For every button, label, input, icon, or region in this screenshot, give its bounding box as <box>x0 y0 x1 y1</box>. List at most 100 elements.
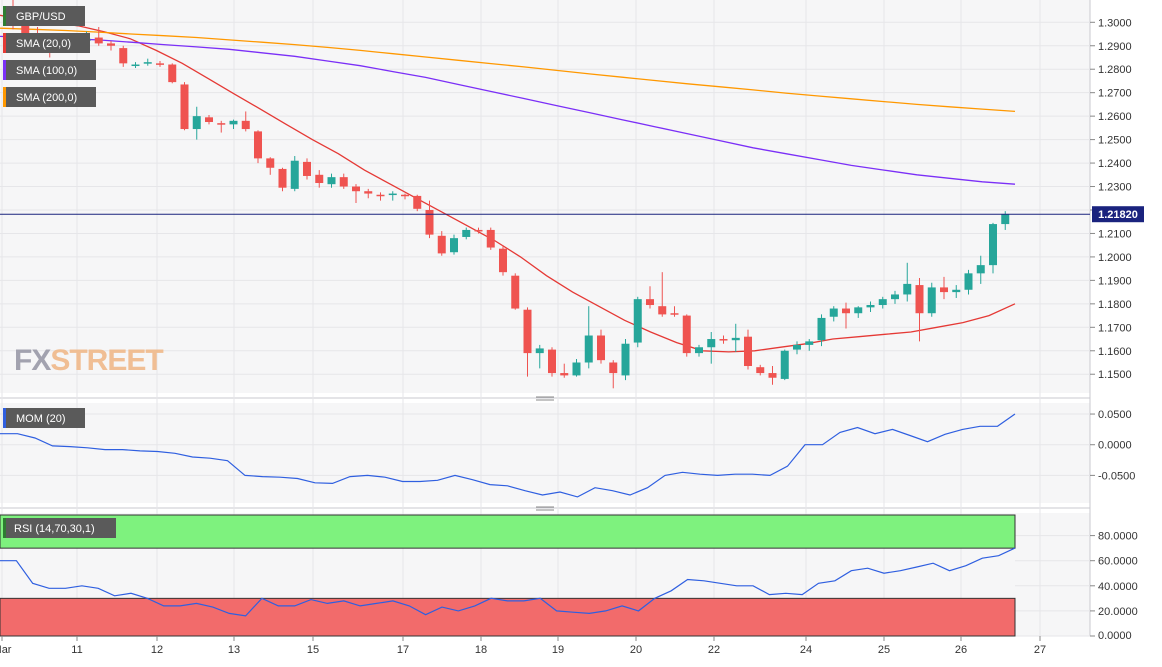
candle[interactable] <box>670 306 679 317</box>
candle[interactable] <box>156 61 164 67</box>
legend-sma100[interactable]: SMA (100,0) <box>3 60 96 80</box>
price-tick-label: 1.2500 <box>1098 135 1132 147</box>
candle[interactable] <box>548 347 556 377</box>
candle[interactable] <box>768 366 777 385</box>
legend-symbol[interactable]: GBP/USD <box>3 6 85 26</box>
candle-body <box>180 84 189 130</box>
candle-body <box>744 336 752 367</box>
candle[interactable] <box>352 184 360 203</box>
candle[interactable] <box>266 157 275 175</box>
candle-body <box>854 307 863 314</box>
candle[interactable] <box>119 45 128 67</box>
candle[interactable] <box>731 323 740 352</box>
candle[interactable] <box>756 364 765 376</box>
candle[interactable] <box>303 158 311 180</box>
candle[interactable] <box>450 234 458 255</box>
candle[interactable] <box>646 286 654 309</box>
candle[interactable] <box>229 119 238 130</box>
candle[interactable] <box>131 62 140 69</box>
candle[interactable] <box>290 156 299 192</box>
candle[interactable] <box>180 82 189 131</box>
candle[interactable] <box>486 227 495 250</box>
candle-body <box>670 313 679 315</box>
candle[interactable] <box>854 306 863 318</box>
candle-body <box>572 362 581 376</box>
candle[interactable] <box>254 130 262 164</box>
candle[interactable] <box>572 358 581 377</box>
candle[interactable] <box>205 114 213 125</box>
candle[interactable] <box>523 307 532 377</box>
candle[interactable] <box>940 276 948 300</box>
candle[interactable] <box>903 262 912 302</box>
candle[interactable] <box>499 245 507 276</box>
panel-resize-handle[interactable] <box>536 396 554 401</box>
candle[interactable] <box>327 173 336 188</box>
candle[interactable] <box>401 193 409 200</box>
candle[interactable] <box>817 314 826 347</box>
legend-sma200[interactable]: SMA (200,0) <box>3 87 96 107</box>
candle-body <box>425 209 434 235</box>
candle[interactable] <box>695 344 703 357</box>
candle[interactable] <box>719 335 728 344</box>
candle[interactable] <box>462 227 471 240</box>
candle[interactable] <box>192 106 201 140</box>
candle[interactable] <box>682 314 691 357</box>
candle[interactable] <box>609 360 618 389</box>
candle[interactable] <box>241 111 250 132</box>
candle-body <box>511 275 520 309</box>
candle[interactable] <box>376 192 385 201</box>
candle[interactable] <box>425 200 434 239</box>
candle[interactable] <box>413 194 422 212</box>
candle[interactable] <box>952 285 961 298</box>
candle[interactable] <box>989 222 997 274</box>
legend-sma20[interactable]: SMA (20,0) <box>3 33 90 53</box>
candle[interactable] <box>474 227 483 234</box>
candle[interactable] <box>842 302 850 329</box>
candle[interactable] <box>964 269 973 295</box>
legend-sma100-label: SMA (100,0) <box>16 65 77 77</box>
candle[interactable] <box>927 282 936 317</box>
x-tick-label: 15 <box>307 644 319 656</box>
candle[interactable] <box>633 296 642 348</box>
candle[interactable] <box>584 306 593 369</box>
candle[interactable] <box>168 63 177 84</box>
candle[interactable] <box>94 26 103 46</box>
legend-rsi[interactable]: RSI (14,70,30,1) <box>3 518 116 538</box>
candle[interactable] <box>535 344 544 369</box>
candle-body <box>952 289 961 293</box>
candle[interactable] <box>437 231 446 256</box>
candle[interactable] <box>597 329 605 364</box>
candle[interactable] <box>805 339 814 351</box>
candle[interactable] <box>915 278 924 342</box>
candle[interactable] <box>217 120 226 133</box>
candle[interactable] <box>878 296 887 309</box>
candle[interactable] <box>278 167 287 192</box>
candle-body <box>499 248 507 273</box>
panel-resize-handle[interactable] <box>536 506 554 511</box>
candle[interactable] <box>658 272 667 317</box>
candle[interactable] <box>315 170 324 188</box>
candle[interactable] <box>744 329 752 370</box>
candle[interactable] <box>621 339 630 381</box>
mom-panel[interactable] <box>0 403 1090 503</box>
candle[interactable] <box>866 301 875 313</box>
candle[interactable] <box>364 188 373 199</box>
candle[interactable] <box>976 255 985 284</box>
candle-body <box>388 193 397 196</box>
candle[interactable] <box>143 58 152 66</box>
candle[interactable] <box>891 290 899 304</box>
candle[interactable] <box>107 41 115 51</box>
candle[interactable] <box>780 349 789 381</box>
candle-body <box>621 343 630 376</box>
candle[interactable] <box>511 273 520 310</box>
candle[interactable] <box>388 191 397 201</box>
price-panel[interactable] <box>0 0 1090 393</box>
legend-mom[interactable]: MOM (20) <box>3 408 85 428</box>
candle[interactable] <box>793 341 801 355</box>
candle-body <box>817 317 826 341</box>
candle[interactable] <box>829 306 838 322</box>
candle[interactable] <box>707 331 716 364</box>
candle[interactable] <box>339 173 348 189</box>
candle[interactable] <box>560 363 569 378</box>
